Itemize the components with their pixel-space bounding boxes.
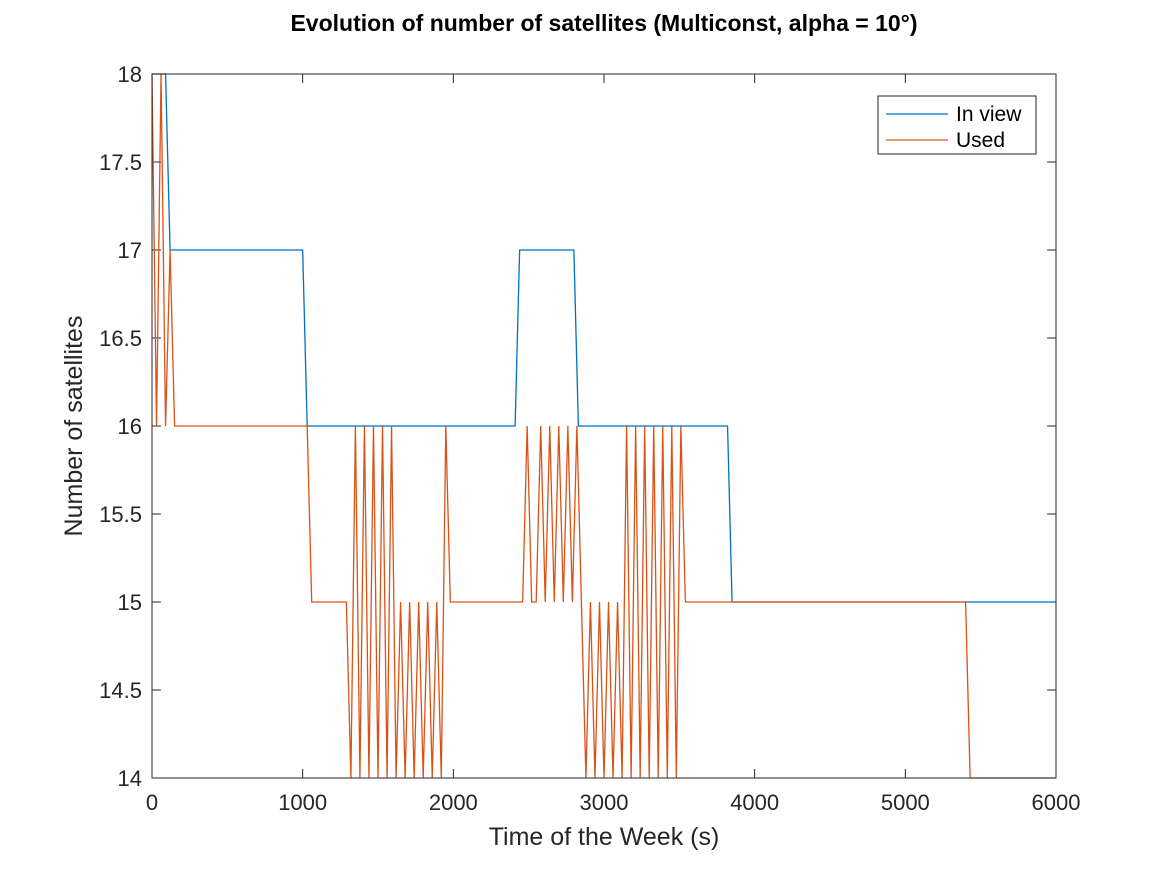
- x-tick-label: 0: [146, 790, 158, 815]
- y-tick-label: 16.5: [99, 326, 142, 351]
- y-tick-label: 14.5: [99, 678, 142, 703]
- legend: In view Used: [877, 95, 1037, 155]
- legend-label: Used: [956, 129, 1005, 152]
- plot-frame: [151, 73, 1057, 779]
- series-line-used: [151, 73, 1056, 779]
- legend-box: [877, 95, 1037, 155]
- chart-title: Evolution of number of satellites (Multi…: [290, 10, 917, 36]
- x-tick-label: 1000: [278, 790, 327, 815]
- x-tick-label: 6000: [1032, 790, 1081, 815]
- y-axis-label: Number of satellites: [60, 316, 88, 537]
- x-tick-label: 4000: [730, 790, 779, 815]
- y-tick-label: 18: [118, 62, 142, 87]
- y-tick-label: 15: [118, 590, 142, 615]
- x-tick-label: 5000: [881, 790, 930, 815]
- axis-ticks: 0 1000 2000 3000 4000 5000 6000 14 14.5 15 15.5 16 1…: [99, 62, 1080, 815]
- y-tick-label: 16: [118, 414, 142, 439]
- y-tick-label: 17.5: [99, 150, 142, 175]
- x-tick-label: 2000: [429, 790, 478, 815]
- legend-label: In view: [956, 103, 1022, 126]
- x-axis-label: Time of the Week (s): [489, 823, 720, 851]
- y-tick-label: 17: [118, 238, 142, 263]
- x-tick-label: 3000: [580, 790, 629, 815]
- y-tick-label: 15.5: [99, 502, 142, 527]
- y-tick-label: 14: [118, 766, 142, 791]
